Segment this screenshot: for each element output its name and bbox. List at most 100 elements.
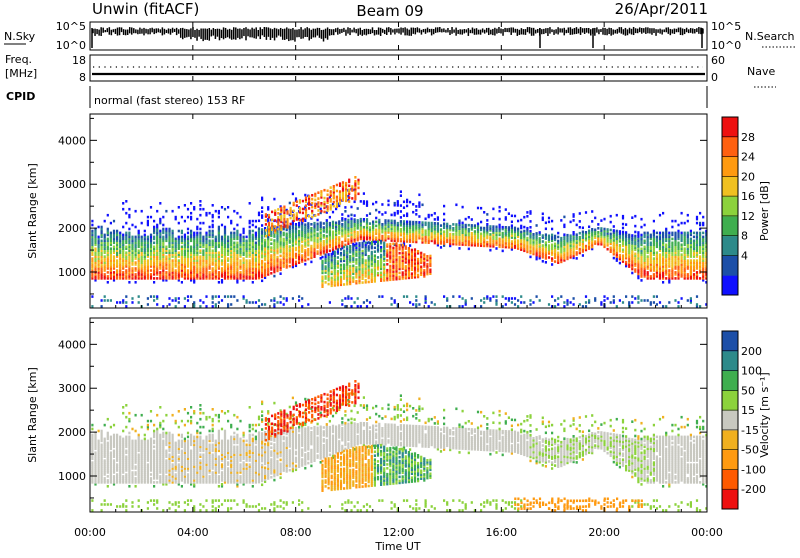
range-gate-cell xyxy=(400,190,402,193)
range-gate-cell xyxy=(227,303,229,306)
range-gate-cell xyxy=(548,256,550,259)
range-gate-cell xyxy=(246,240,248,243)
range-gate-cell xyxy=(349,265,351,268)
range-gate-cell xyxy=(557,236,559,239)
range-gate-cell xyxy=(277,212,279,215)
range-gate-cell xyxy=(270,246,272,249)
range-gate-cell xyxy=(486,213,488,216)
range-gate-cell xyxy=(311,194,313,197)
range-gate-cell xyxy=(465,299,467,302)
range-gate-cell xyxy=(357,297,359,300)
range-gate-cell xyxy=(348,179,350,182)
range-gate-cell xyxy=(107,271,109,274)
range-gate-cell xyxy=(653,273,655,276)
range-gate-cell xyxy=(330,198,332,201)
range-gate-cell xyxy=(400,238,402,241)
range-gate-cell xyxy=(542,240,544,243)
freq-tick-top: 18 xyxy=(72,54,86,67)
range-gate-cell xyxy=(613,229,615,232)
range-gate-cell xyxy=(403,206,405,209)
range-gate-cell xyxy=(317,191,319,194)
range-gate-cell xyxy=(354,180,356,183)
range-gate-cell xyxy=(702,222,704,225)
range-gate-cell xyxy=(600,301,602,304)
range-gate-cell xyxy=(613,299,615,302)
range-gate-cell xyxy=(392,247,394,250)
range-gate-cell xyxy=(471,297,473,300)
range-gate-cell xyxy=(557,303,559,306)
range-gate-cell xyxy=(431,214,433,217)
range-gate-cell xyxy=(425,295,427,298)
range-gate-cell xyxy=(437,216,439,219)
range-gate-cell xyxy=(258,299,260,302)
range-gate-cell xyxy=(443,205,445,208)
range-gate-cell xyxy=(458,305,460,308)
range-gate-cell xyxy=(340,252,342,255)
range-gate-cell xyxy=(495,226,497,229)
range-gate-cell xyxy=(384,211,386,214)
range-gate-cell xyxy=(674,220,676,223)
range-gate-cell xyxy=(499,206,501,209)
range-gate-cell xyxy=(650,242,652,245)
range-gate-cell xyxy=(199,222,201,225)
range-gate-cell xyxy=(486,295,488,298)
range-gate-cell xyxy=(301,254,303,257)
range-gate-cell xyxy=(314,214,316,217)
range-gate-cell xyxy=(344,218,346,221)
range-gate-cell xyxy=(434,303,436,306)
range-gate-cell xyxy=(162,305,164,308)
range-gate-cell xyxy=(311,198,313,201)
range-gate-cell xyxy=(576,233,578,236)
range-gate-cell xyxy=(659,232,661,235)
range-gate-cell xyxy=(330,186,332,189)
range-gate-cell xyxy=(104,295,106,298)
range-gate-cell xyxy=(383,263,385,266)
range-gate-cell xyxy=(631,234,633,237)
range-gate-cell xyxy=(311,216,313,219)
range-gate-cell xyxy=(677,242,679,245)
range-gate-cell xyxy=(462,305,464,308)
range-gate-cell xyxy=(317,223,319,226)
range-gate-cell xyxy=(329,216,331,219)
range-gate-cell xyxy=(354,301,356,304)
range-gate-cell xyxy=(128,232,130,235)
range-gate-cell xyxy=(221,299,223,302)
range-gate-cell xyxy=(418,221,420,224)
range-gate-cell xyxy=(502,250,504,253)
range-gate-cell xyxy=(557,252,559,255)
range-gate-cell xyxy=(212,305,214,308)
range-gate-cell xyxy=(668,232,670,235)
range-gate-cell xyxy=(340,264,342,267)
range-gate-cell xyxy=(305,204,307,207)
range-gate-cell xyxy=(489,297,491,300)
range-gate-cell xyxy=(347,219,349,222)
range-gate-cell xyxy=(252,230,254,233)
range-gate-cell xyxy=(273,198,275,201)
range-gate-cell xyxy=(412,303,414,306)
range-gate-cell xyxy=(341,217,343,220)
range-gate-cell xyxy=(495,295,497,298)
range-gate-cell xyxy=(295,253,297,256)
range-gate-cell xyxy=(181,230,183,233)
range-gate-cell xyxy=(377,256,379,259)
range-gate-cell xyxy=(175,305,177,308)
range-gate-cell xyxy=(431,301,433,304)
range-gate-cell xyxy=(696,216,698,219)
range-gate-cell xyxy=(348,185,350,188)
range-gate-cell xyxy=(563,216,565,219)
range-gate-cell xyxy=(458,247,460,250)
range-gate-cell xyxy=(276,256,278,259)
date-title: 26/Apr/2011 xyxy=(615,0,708,18)
range-gate-cell xyxy=(261,260,263,263)
range-gate-cell xyxy=(199,204,201,207)
range-gate-cell xyxy=(138,230,140,233)
range-gate-cell xyxy=(340,258,342,261)
range-gate-cell xyxy=(333,205,335,208)
range-gate-cell xyxy=(603,295,605,298)
range-gate-cell xyxy=(184,297,186,300)
range-gate-cell xyxy=(365,279,367,282)
range-gate-cell xyxy=(218,251,220,254)
cpid-label: CPID xyxy=(6,90,35,103)
range-gate-cell xyxy=(339,190,341,193)
range-gate-cell xyxy=(178,259,180,262)
